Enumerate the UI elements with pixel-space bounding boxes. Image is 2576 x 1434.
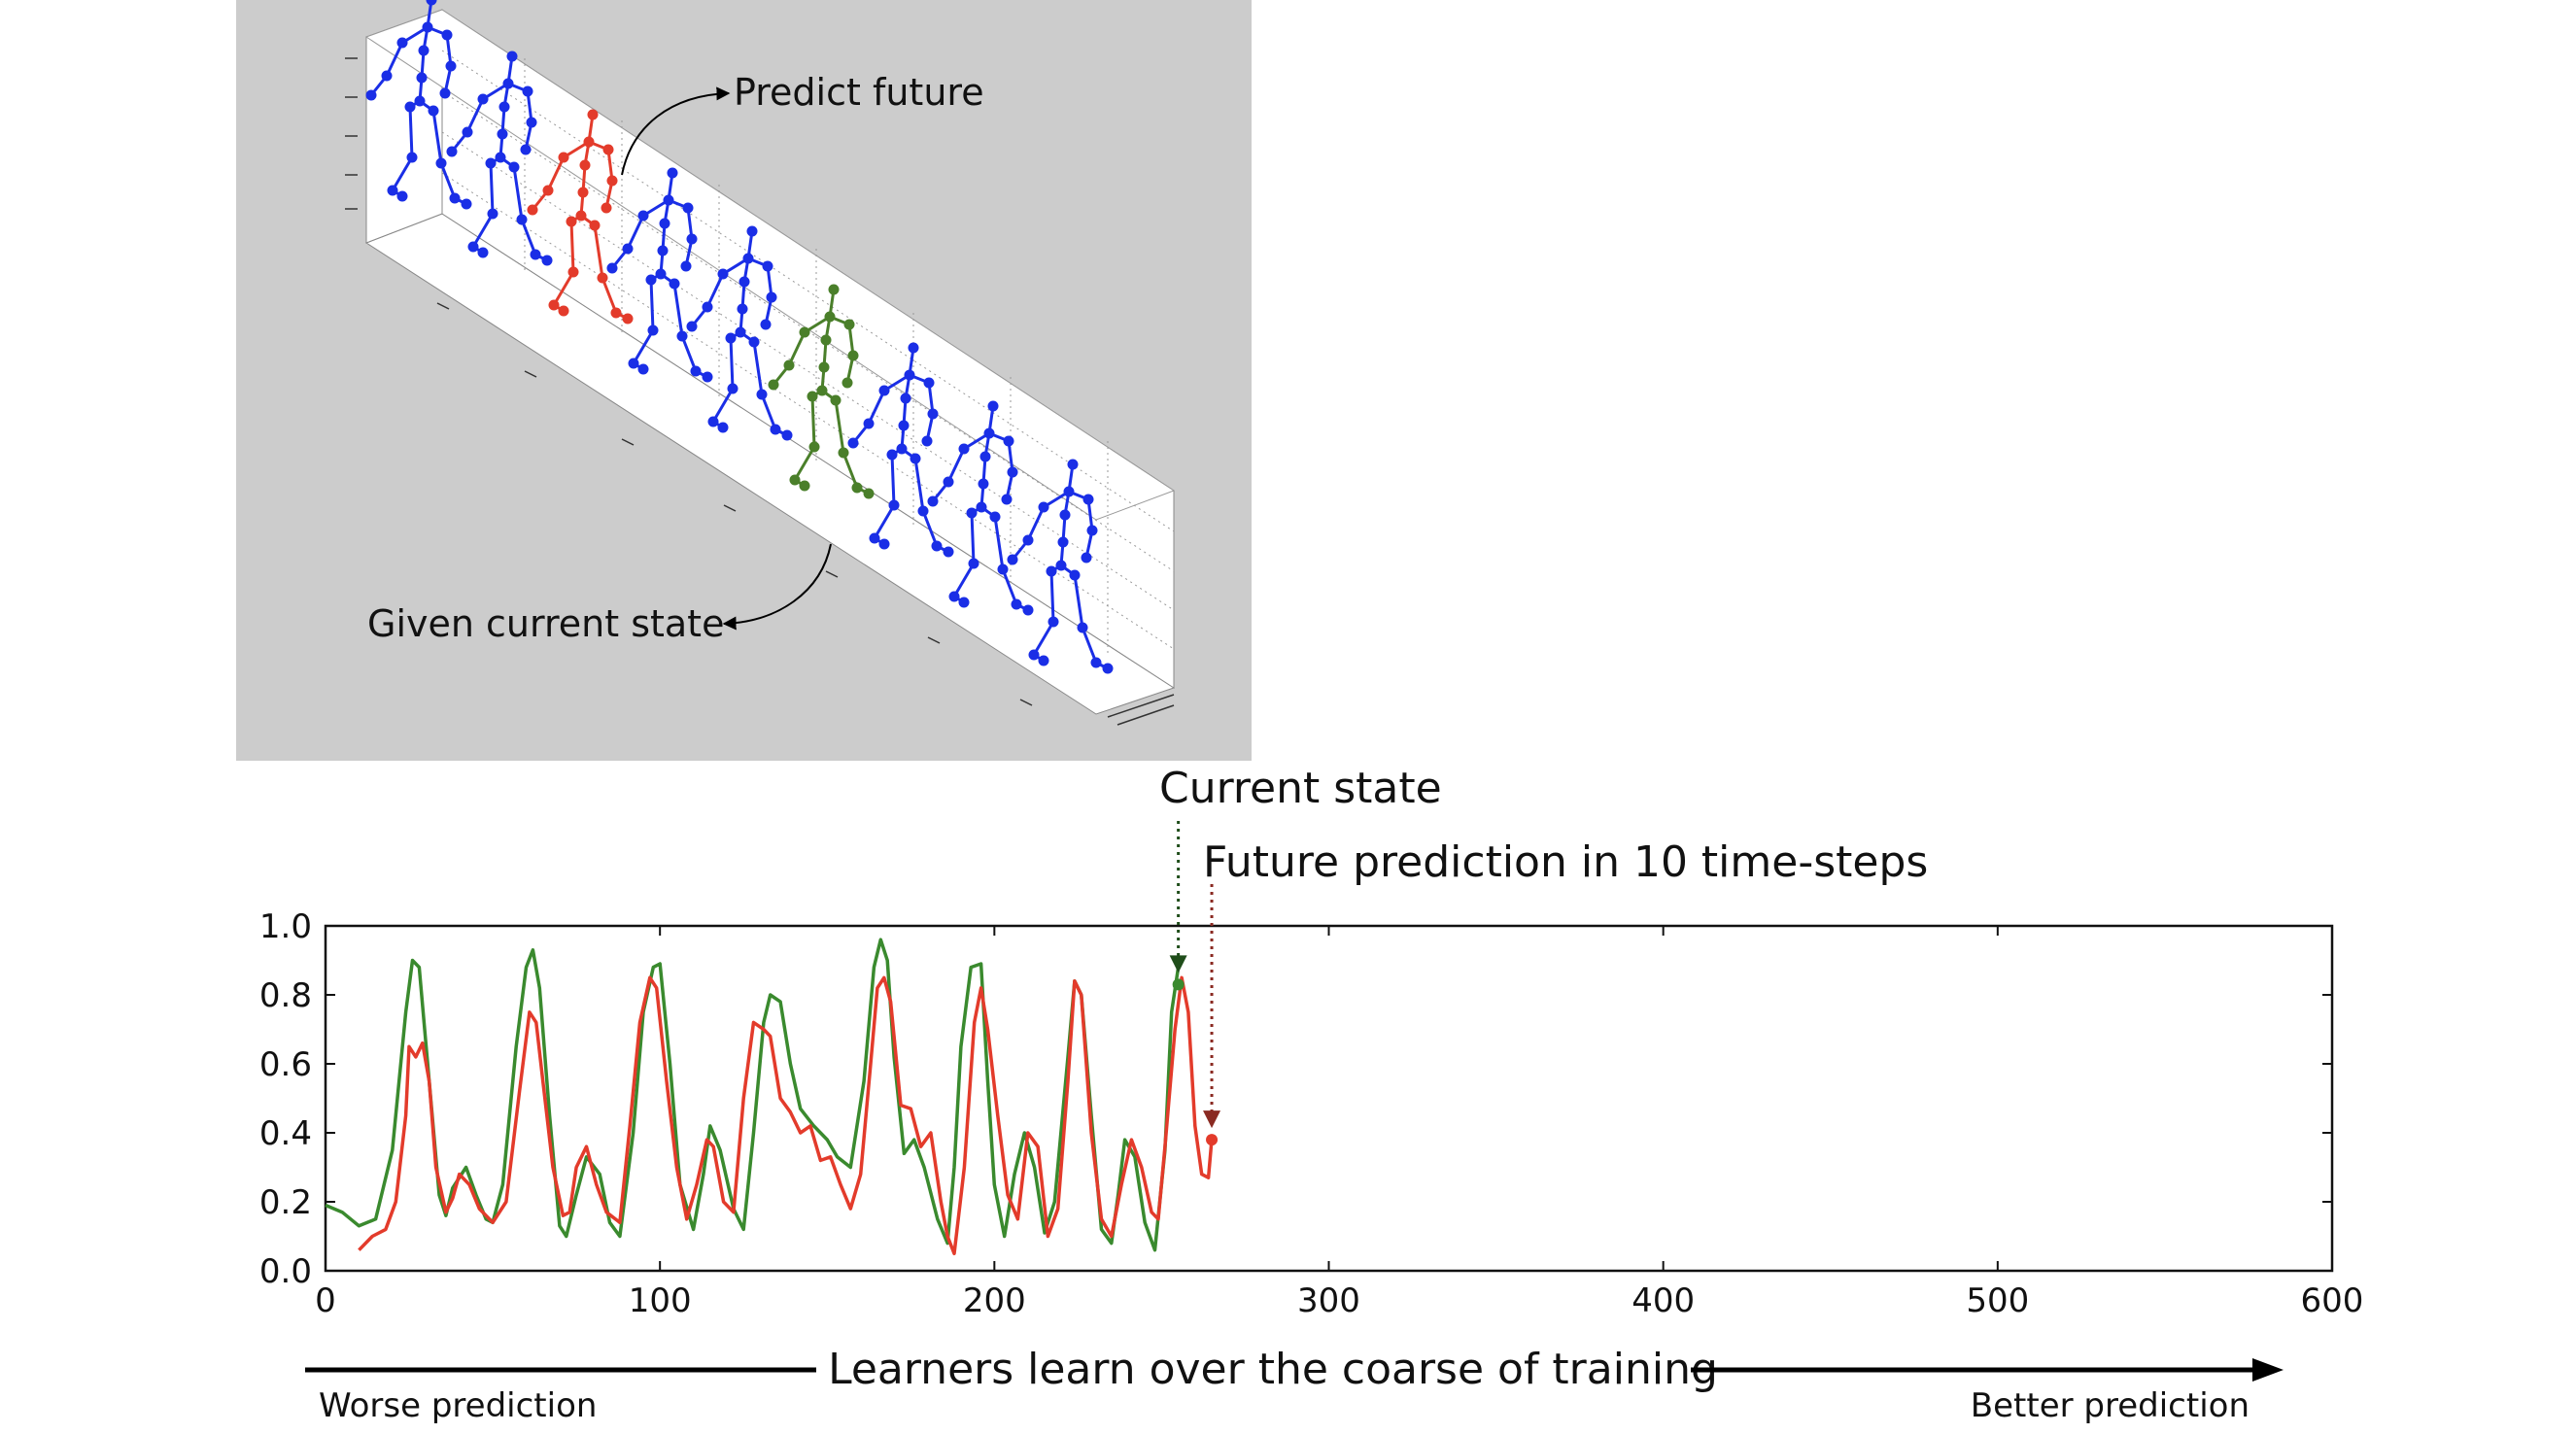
skeleton-figure-red [527,109,634,324]
future-prediction-label: Future prediction in 10 time-steps [1203,837,1928,887]
skeleton-figure-blue [927,400,1034,616]
current-state-dot [1172,978,1185,991]
predict-future-arrow [621,86,731,176]
future-prediction-pointer-head [1203,1110,1221,1129]
skeleton-figure-blue [1007,459,1114,674]
skeleton-figure-blue [365,0,472,210]
worse-prediction-label: Worse prediction [319,1386,597,1425]
x-tick-label: 400 [1631,1281,1695,1320]
y-tick-label: 0.0 [259,1252,312,1291]
y-tick-label: 0.2 [259,1183,312,1222]
skeleton-figure-blue [446,51,553,266]
x-tick-label: 0 [315,1281,336,1320]
skeleton-figure-blue [686,225,793,441]
progress-arrow-head [2252,1358,2284,1382]
x-tick-label: 500 [1966,1281,2029,1320]
x-tick-label: 200 [963,1281,1026,1320]
skeleton-figure-blue [847,342,954,558]
y-tick-label: 0.6 [259,1045,312,1084]
skeleton-panel: Predict future Given current state [236,0,1252,761]
y-tick-label: 1.0 [259,907,312,946]
current-state-pointer-head [1169,955,1187,973]
skeleton-figures [365,0,1114,674]
future-prediction-dot [1206,1134,1219,1146]
training-progress: Learners learn over the coarse of traini… [305,1345,2284,1425]
x-tick-label: 100 [629,1281,692,1320]
series-line-red [358,975,1214,1256]
series-lines [325,938,1214,1256]
x-tick-label: 600 [2301,1281,2364,1320]
given-state-label: Given current state [367,602,724,645]
plot-area [324,924,2334,1273]
x-tick-label: 300 [1297,1281,1360,1320]
prediction-chart: 0 100 200 300 400 500 600 0.0 0.2 0.4 0.6 0.8 1.0 Cu… [259,764,2364,1320]
skeleton-axis-ticks [345,57,1175,726]
skeleton-figure-green [768,284,875,499]
skeleton-figure-blue [606,167,713,383]
axes: 0 100 200 300 400 500 600 0.0 0.2 0.4 0.6 0.8 1.0 [259,907,2364,1320]
current-state-label: Current state [1159,764,1442,813]
given-state-arrow [722,543,832,631]
progress-arrow-label: Learners learn over the coarse of traini… [828,1345,1718,1394]
better-prediction-label: Better prediction [1971,1386,2250,1425]
predict-future-label: Predict future [734,71,984,114]
y-tick-label: 0.8 [259,976,312,1015]
pointer-marks [1169,821,1221,1146]
y-tick-label: 0.4 [259,1114,312,1153]
